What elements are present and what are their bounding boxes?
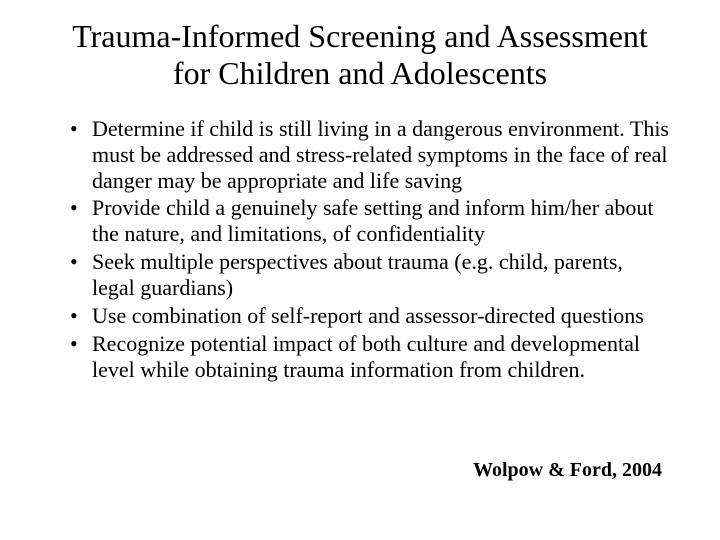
- slide: Trauma-Informed Screening and Assessment…: [0, 0, 720, 540]
- bullet-list: Determine if child is still living in a …: [40, 116, 680, 384]
- list-item: Determine if child is still living in a …: [70, 116, 670, 194]
- list-item: Use combination of self-report and asses…: [70, 303, 670, 329]
- list-item: Seek multiple perspectives about trauma …: [70, 249, 670, 301]
- list-item: Provide child a genuinely safe setting a…: [70, 195, 670, 247]
- slide-title: Trauma-Informed Screening and Assessment…: [50, 18, 670, 92]
- list-item: Recognize potential impact of both cultu…: [70, 331, 670, 383]
- citation: Wolpow & Ford, 2004: [473, 459, 662, 482]
